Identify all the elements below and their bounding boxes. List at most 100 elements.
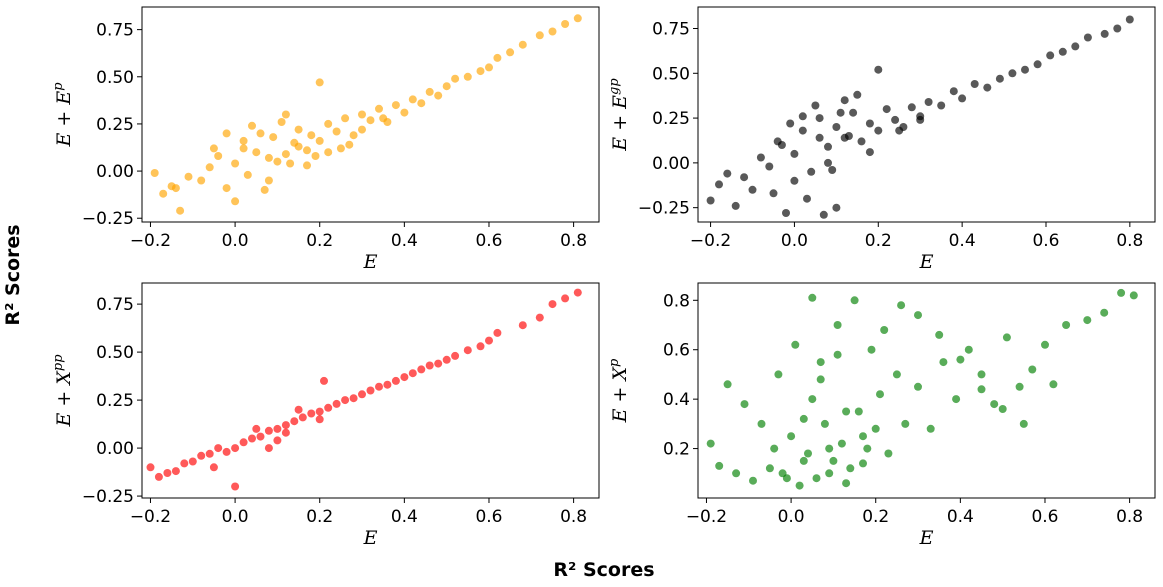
data-point bbox=[281, 150, 290, 159]
data-point bbox=[977, 370, 986, 379]
data-point bbox=[290, 417, 299, 426]
y-axis-label-superscript: pp bbox=[51, 354, 66, 371]
y-tick-label: 0.00 bbox=[652, 154, 690, 174]
data-point bbox=[320, 376, 328, 385]
data-point bbox=[332, 127, 341, 136]
data-point bbox=[740, 400, 749, 409]
x-axis-label: E bbox=[919, 251, 934, 273]
data-point bbox=[358, 125, 366, 134]
y-axis-label-base: E + E bbox=[609, 95, 631, 152]
data-point bbox=[808, 293, 817, 302]
data-point bbox=[264, 444, 273, 453]
data-point bbox=[1002, 333, 1011, 342]
x-tick-label: −0.2 bbox=[686, 507, 727, 527]
data-point bbox=[850, 296, 859, 305]
data-point bbox=[324, 119, 333, 128]
data-point bbox=[825, 469, 834, 478]
data-point bbox=[180, 459, 189, 468]
data-point bbox=[315, 136, 324, 145]
x-tick-label: −0.2 bbox=[690, 231, 731, 251]
data-point bbox=[493, 53, 502, 62]
scatter-points bbox=[150, 14, 582, 215]
data-point bbox=[849, 108, 858, 117]
x-tick-label: 0.6 bbox=[1031, 507, 1058, 527]
data-point bbox=[209, 463, 218, 472]
data-point bbox=[816, 358, 825, 367]
data-point bbox=[740, 173, 749, 182]
data-point bbox=[269, 133, 278, 142]
data-point bbox=[442, 355, 451, 364]
scatter-points bbox=[706, 288, 1138, 490]
data-point bbox=[349, 394, 358, 403]
data-point bbox=[816, 375, 825, 384]
data-point bbox=[892, 370, 901, 379]
data-point bbox=[256, 129, 265, 138]
data-point bbox=[723, 169, 732, 178]
data-point bbox=[324, 148, 333, 157]
data-point bbox=[884, 449, 893, 458]
data-point bbox=[315, 415, 324, 424]
subplot-e-plus-egp: −0.2 0.0 0.2 0.4 0.6 0.8 −0.25 0.00 0.25 0.50 0.75… bbox=[607, 6, 1156, 273]
data-point bbox=[812, 474, 821, 483]
data-point bbox=[790, 149, 799, 158]
data-point bbox=[854, 407, 863, 416]
data-point bbox=[277, 118, 286, 126]
data-point bbox=[795, 481, 804, 490]
x-tick-label: 0.0 bbox=[781, 231, 808, 251]
data-point bbox=[231, 444, 240, 453]
data-point bbox=[1083, 316, 1092, 325]
y-tick-label: 0.75 bbox=[652, 20, 690, 40]
x-tick-label: 0.0 bbox=[222, 231, 249, 251]
y-axis-label-base: E + X bbox=[609, 365, 631, 423]
data-point bbox=[882, 105, 891, 114]
data-point bbox=[865, 119, 874, 128]
data-point bbox=[815, 114, 824, 123]
data-point bbox=[846, 464, 855, 473]
data-point bbox=[303, 161, 311, 170]
data-point bbox=[787, 432, 796, 441]
x-tick-label: 0.4 bbox=[947, 507, 974, 527]
axes-frame bbox=[697, 282, 1156, 499]
data-point bbox=[732, 469, 741, 478]
data-point bbox=[876, 390, 884, 399]
data-point bbox=[880, 326, 889, 334]
y-tick-label: 0.50 bbox=[96, 68, 134, 88]
data-point bbox=[281, 428, 290, 437]
data-point bbox=[214, 152, 223, 160]
data-point bbox=[434, 359, 443, 368]
data-point bbox=[273, 424, 282, 433]
data-point bbox=[995, 74, 1004, 83]
data-point bbox=[463, 72, 472, 81]
data-point bbox=[828, 166, 837, 174]
data-point bbox=[1028, 365, 1037, 374]
x-tick-label: −0.2 bbox=[130, 231, 171, 251]
data-point bbox=[998, 405, 1007, 413]
data-point bbox=[197, 176, 206, 185]
data-point bbox=[252, 148, 261, 157]
data-point bbox=[485, 336, 493, 345]
x-axis-label: E bbox=[363, 527, 378, 549]
y-tick-label: 0.25 bbox=[652, 109, 690, 129]
x-tick-label: 0.2 bbox=[865, 231, 892, 251]
data-point bbox=[865, 148, 874, 157]
data-point bbox=[874, 126, 883, 135]
data-point bbox=[715, 461, 724, 470]
data-point bbox=[798, 126, 807, 135]
data-point bbox=[485, 63, 493, 72]
data-point bbox=[307, 131, 316, 140]
x-tick-label: 0.0 bbox=[222, 507, 249, 527]
data-point bbox=[379, 114, 388, 123]
data-point bbox=[146, 463, 155, 472]
data-point bbox=[983, 83, 992, 92]
data-point bbox=[833, 321, 842, 329]
y-tick-label: −0.25 bbox=[82, 487, 134, 507]
data-point bbox=[1071, 42, 1080, 51]
data-point bbox=[281, 421, 290, 430]
data-point bbox=[298, 413, 307, 422]
data-point bbox=[970, 80, 979, 88]
x-axis-label: E bbox=[919, 527, 934, 549]
data-point bbox=[209, 144, 218, 153]
data-point bbox=[990, 400, 999, 409]
data-point bbox=[819, 210, 828, 219]
data-point bbox=[341, 114, 350, 123]
